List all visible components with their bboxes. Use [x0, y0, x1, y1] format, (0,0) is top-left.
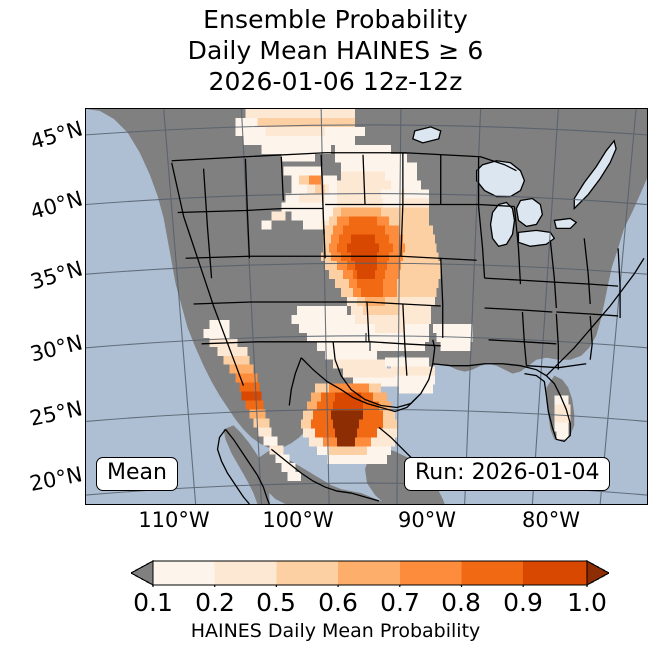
lat-label-35N: 35°N: [27, 256, 86, 295]
colorbar-seg-6: [461, 561, 524, 585]
lon-label-100W: 100°W: [262, 508, 334, 532]
border-canada-us: [171, 152, 517, 172]
colorbar-tick-7: 1.0: [567, 588, 607, 617]
lake-ontario: [553, 217, 578, 230]
region-northern-mexico: [301, 383, 397, 465]
meridian-85W: [599, 109, 637, 504]
meridian-110W: [240, 109, 262, 504]
land-mexico-north: [257, 449, 391, 504]
colorbar-segments: [131, 559, 609, 587]
mean-annotation-box: Mean: [96, 457, 178, 491]
great-lakes: [412, 126, 617, 248]
colorbar-tick-5: 0.8: [441, 588, 481, 617]
colorbar-tick-3: 0.6: [318, 588, 358, 617]
meridian-100W: [396, 109, 402, 504]
meridian-90W: [531, 109, 559, 504]
lon-label-90W: 90°W: [398, 508, 456, 532]
region-colorado-front-range: [261, 166, 354, 230]
lat-label-30N: 30°N: [27, 330, 85, 367]
st-lawrence-river: [573, 139, 617, 211]
colorbar-tick-1: 0.2: [195, 588, 235, 617]
lat-label-20N: 20°N: [27, 462, 85, 496]
colorbar-over-arrow: [586, 559, 609, 587]
meridian-115W: [163, 109, 197, 504]
figure-title: Ensemble Probability Daily Mean HAINES ≥…: [0, 4, 671, 97]
colorbar-seg-7: [523, 561, 587, 585]
colorbar-tick-4: 0.7: [380, 588, 420, 617]
meridian-95W: [464, 109, 482, 504]
lake-winnipeg: [412, 126, 442, 144]
colorbar-axis-label: HAINES Daily Mean Probability: [190, 620, 481, 642]
title-line-1: Ensemble Probability: [203, 5, 468, 34]
parallel-45N: [86, 124, 647, 136]
colorbar-seg-1: [153, 561, 215, 585]
probability-grid: [203, 109, 571, 482]
parallel-25N: [86, 408, 647, 422]
colorbar-tick-labels: 0.1 0.2 0.5 0.6 0.7 0.8 0.9 1.0: [0, 588, 671, 617]
colorbar-seg-2: [214, 561, 277, 585]
land-baja: [223, 425, 270, 504]
colorbar-under-arrow: [131, 559, 154, 587]
colorbar-seg-5: [399, 561, 462, 585]
region-northern-plains: [235, 109, 366, 162]
colorbar-tick-0: 0.1: [133, 588, 173, 617]
colorbar[interactable]: [131, 559, 609, 587]
lon-label-80W: 80°W: [522, 508, 580, 532]
region-west-texas: [291, 306, 407, 387]
colorbar-seg-3: [276, 561, 339, 585]
map-axes[interactable]: [85, 108, 648, 505]
lon-label-110W: 110°W: [138, 508, 210, 532]
colorbar-tick-6: 0.9: [503, 588, 543, 617]
lake-superior: [475, 160, 526, 198]
lake-huron: [515, 197, 544, 228]
title-line-2: Daily Mean HAINES ≥ 6: [187, 36, 484, 65]
colorbar-svg: [131, 559, 609, 587]
colorbar-tick-2: 0.5: [256, 588, 296, 617]
region-south-florida: [554, 395, 571, 440]
colorbar-outline: [152, 560, 588, 586]
parallel-30N: [86, 335, 647, 349]
title-line-3: 2026-01-06 12z-12z: [208, 67, 463, 96]
colorbar-seg-4: [338, 561, 400, 585]
lat-label-45N: 45°N: [27, 116, 86, 155]
region-gulf-coast-texas: [384, 357, 435, 394]
state-boundaries: [171, 152, 645, 504]
parallel-40N: [86, 193, 647, 206]
run-date-annotation-box: Run: 2026-01-04: [404, 457, 611, 491]
parallel-35N: [86, 262, 647, 275]
lat-label-25N: 25°N: [27, 396, 85, 431]
map-svg: [86, 109, 647, 504]
colorbar-ticks: [152, 585, 588, 587]
graticule: [86, 109, 647, 504]
region-arizona-sonora: [203, 319, 302, 482]
lat-label-40N: 40°N: [27, 186, 86, 225]
